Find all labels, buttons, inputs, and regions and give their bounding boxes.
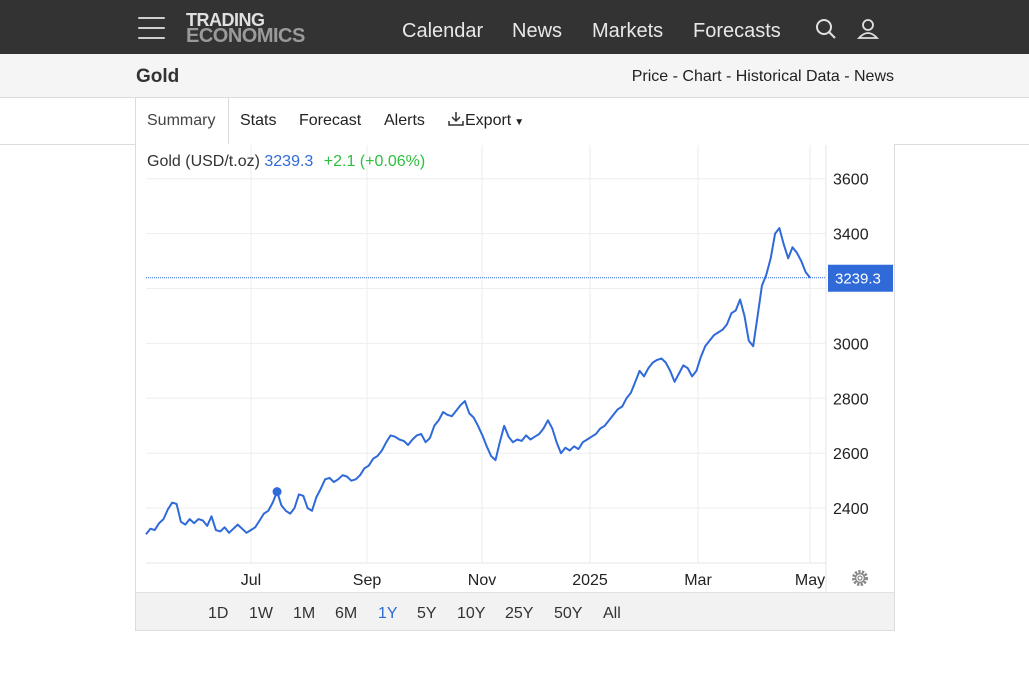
- nav-forecasts[interactable]: Forecasts: [693, 20, 781, 42]
- nav-calendar[interactable]: Calendar: [402, 20, 484, 42]
- data-point-marker[interactable]: [272, 487, 282, 497]
- logo-line1: TRADING: [186, 10, 265, 30]
- range-50y[interactable]: 50Y: [554, 605, 583, 622]
- link-separator: -: [668, 68, 683, 85]
- current-price-tag: [828, 264, 893, 292]
- chart-tabs: Summary Stats Forecast Alerts Export ▼: [0, 98, 1029, 146]
- legend-name: Gold (USD/t.oz): [147, 153, 260, 170]
- x-tick-label: Sep: [353, 572, 382, 589]
- chart-legend: Gold (USD/t.oz) 3239.3 +2.1 (+0.06%): [147, 153, 425, 171]
- link-separator: -: [721, 68, 736, 85]
- nav-news[interactable]: News: [512, 20, 563, 42]
- range-1m[interactable]: 1M: [293, 605, 316, 622]
- y-tick-label: 3000: [833, 336, 869, 353]
- x-tick-label: 2025: [572, 572, 608, 589]
- top-navbar: TRADING ECONOMICS Calendar News Markets …: [0, 0, 1029, 54]
- link-separator: -: [839, 68, 854, 85]
- range-selector: 1D 1W 1M 6M 1Y 5Y 10Y 25Y 50Y All: [136, 592, 894, 630]
- range-1w[interactable]: 1W: [249, 605, 273, 622]
- x-tick-label: Nov: [468, 572, 496, 589]
- series-line-gold: [145, 227, 811, 535]
- link-price[interactable]: Price: [631, 68, 669, 85]
- export-label: Export: [465, 112, 512, 129]
- y-tick-label: 3600: [833, 172, 869, 189]
- x-tick-label: Jul: [241, 572, 261, 589]
- tab-stats[interactable]: Stats: [240, 112, 277, 129]
- tab-summary[interactable]: Summary: [135, 98, 229, 146]
- legend-change: +2.1 (+0.06%): [323, 153, 426, 170]
- page-title: Gold: [136, 66, 180, 87]
- x-tick-label: May: [795, 572, 825, 589]
- settings-icon[interactable]: [852, 570, 868, 586]
- logo-line2: ECONOMICS: [186, 25, 305, 47]
- link-news[interactable]: News: [853, 68, 894, 85]
- y-tick-label: 2600: [833, 446, 869, 463]
- search-icon[interactable]: [815, 18, 837, 40]
- y-tick-label: 2800: [833, 391, 869, 408]
- range-5y[interactable]: 5Y: [417, 605, 437, 622]
- breadcrumb-links: Price - Chart - Historical Data - News: [632, 68, 894, 86]
- x-tick-label: Mar: [684, 572, 712, 589]
- range-6m[interactable]: 6M: [335, 605, 358, 622]
- link-historical-data[interactable]: Historical Data: [735, 68, 840, 85]
- logo[interactable]: TRADING ECONOMICS: [186, 10, 305, 47]
- tab-export[interactable]: Export ▼: [447, 98, 524, 145]
- link-chart[interactable]: Chart: [682, 68, 722, 85]
- y-tick-label: 3400: [833, 227, 869, 244]
- range-1y[interactable]: 1Y: [378, 605, 398, 622]
- range-25y[interactable]: 25Y: [505, 605, 534, 622]
- range-10y[interactable]: 10Y: [457, 605, 486, 622]
- download-icon: [448, 112, 464, 126]
- caret-down-icon: ▼: [514, 117, 525, 128]
- range-1d[interactable]: 1D: [208, 605, 229, 622]
- tab-alerts[interactable]: Alerts: [384, 112, 425, 129]
- menu-icon[interactable]: [138, 17, 165, 39]
- user-icon[interactable]: [857, 18, 879, 40]
- legend-price: 3239.3: [264, 153, 314, 170]
- nav-markets[interactable]: Markets: [592, 20, 664, 42]
- y-tick-label: 2400: [833, 501, 869, 518]
- tab-forecast[interactable]: Forecast: [299, 112, 362, 129]
- sub-header: Gold Price - Chart - Historical Data - N…: [0, 54, 1029, 98]
- current-price-tag-label: 3239.3: [835, 271, 881, 288]
- chart-container: [135, 144, 895, 631]
- range-all[interactable]: All: [603, 605, 621, 622]
